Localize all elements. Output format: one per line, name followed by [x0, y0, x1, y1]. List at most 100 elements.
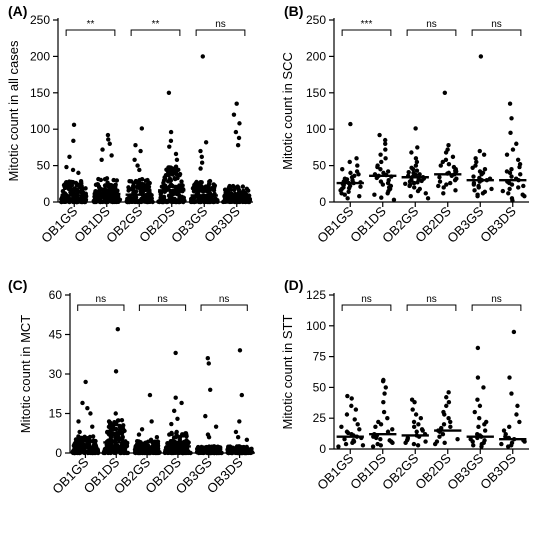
data-point	[343, 441, 349, 447]
data-point	[452, 177, 458, 183]
data-point	[385, 416, 390, 421]
panel-1: (A) Mitotic count in all cases 0 50 100 150 20…	[6, 3, 253, 246]
data-point	[511, 329, 517, 335]
data-point	[80, 190, 86, 195]
data-point	[170, 199, 175, 204]
significance-bracket	[195, 29, 246, 36]
data-point	[385, 180, 391, 186]
data-point	[159, 199, 164, 204]
data-point	[443, 150, 449, 155]
data-point	[80, 400, 85, 406]
data-point	[238, 190, 244, 196]
y-tick-label: 50	[313, 380, 327, 394]
data-point	[378, 443, 384, 448]
data-point	[173, 350, 178, 356]
data-point	[193, 181, 198, 186]
data-point	[197, 196, 203, 202]
data-point	[437, 179, 443, 184]
data-point	[411, 424, 417, 430]
data-point	[115, 188, 120, 193]
data-point	[509, 174, 514, 179]
data-point	[415, 188, 421, 194]
data-point	[75, 190, 81, 195]
data-point	[244, 437, 250, 443]
data-point	[507, 186, 512, 192]
data-point	[357, 427, 362, 432]
y-tick-label: 150	[306, 86, 326, 100]
data-point	[339, 424, 344, 430]
x-tick-label: OB3DS	[477, 203, 519, 245]
data-point	[414, 159, 420, 165]
data-point	[446, 390, 451, 395]
y-tick-label: 200	[30, 49, 50, 63]
data-point	[211, 182, 216, 187]
data-point	[74, 181, 79, 186]
data-point	[440, 432, 446, 437]
x-tick-label: OB2GS	[379, 450, 422, 493]
data-point	[237, 348, 243, 353]
data-point	[413, 412, 419, 417]
data-point	[453, 188, 458, 193]
data-point	[79, 435, 85, 441]
data-point	[423, 439, 428, 444]
panel-label: (D)	[284, 277, 303, 293]
data-point	[240, 184, 246, 189]
y-tick-label: 100	[30, 122, 50, 136]
data-point	[377, 132, 382, 138]
data-point	[63, 198, 68, 204]
data-point	[173, 151, 179, 157]
x-tick-label: OB3GS	[444, 203, 487, 246]
data-point	[111, 444, 117, 450]
data-point	[233, 129, 239, 135]
y-tick-label: 250	[306, 13, 326, 27]
data-point	[86, 442, 92, 448]
data-point	[206, 181, 212, 186]
data-point	[175, 416, 180, 421]
data-point	[136, 432, 142, 437]
data-point	[192, 187, 197, 192]
data-point	[444, 395, 449, 400]
significance-bracket	[77, 304, 125, 311]
data-point	[360, 443, 366, 448]
data-point	[239, 392, 245, 398]
data-point	[125, 450, 131, 456]
data-point	[423, 191, 428, 196]
data-point	[440, 159, 445, 165]
data-point	[207, 187, 213, 192]
data-point	[120, 445, 125, 450]
data-point	[408, 193, 413, 199]
data-point	[521, 183, 526, 189]
data-point	[410, 167, 416, 172]
data-point	[205, 356, 211, 361]
data-point	[509, 116, 514, 121]
data-point	[446, 161, 452, 167]
data-point	[148, 450, 153, 456]
data-point	[471, 443, 476, 448]
data-point	[514, 141, 519, 146]
significance-label: ns	[215, 19, 226, 30]
data-point	[144, 450, 150, 456]
y-tick-label: 250	[30, 13, 50, 27]
data-point	[139, 427, 145, 432]
data-point	[64, 164, 69, 170]
data-point	[509, 167, 514, 172]
x-tick-label: OB2GS	[103, 203, 146, 246]
data-point	[508, 130, 513, 136]
data-point	[482, 167, 488, 172]
data-point	[474, 159, 479, 165]
y-tick-label: 25	[313, 411, 327, 425]
y-tick-label: 30	[49, 367, 63, 381]
data-point	[234, 444, 240, 449]
data-point	[127, 196, 132, 202]
data-point	[444, 182, 449, 187]
data-point	[436, 183, 441, 189]
data-point	[139, 126, 145, 131]
data-point	[203, 413, 208, 419]
data-point	[90, 434, 96, 439]
significance-bracket	[471, 29, 522, 36]
data-point	[165, 441, 170, 446]
data-point	[517, 164, 522, 170]
data-point	[188, 196, 194, 202]
y-tick-label: 0	[319, 195, 326, 209]
data-point	[504, 152, 510, 157]
